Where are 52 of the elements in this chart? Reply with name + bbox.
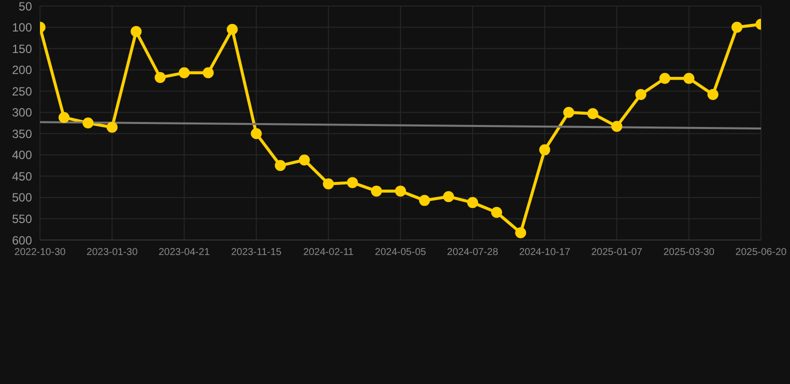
y-tick-label: 50	[18, 0, 32, 14]
point	[202, 67, 214, 78]
y-tick-label: 350	[12, 126, 32, 141]
point	[611, 120, 622, 132]
point	[154, 72, 166, 83]
y-tick-label: 400	[12, 148, 32, 162]
point	[395, 186, 406, 197]
point	[82, 118, 94, 128]
y-tick-label: 500	[12, 190, 32, 205]
y-tick-label: 600	[12, 233, 32, 248]
point	[419, 194, 430, 206]
x-tick-label: 2024-10-17	[519, 247, 571, 258]
point	[322, 178, 334, 190]
x-tick-label: 2023-01-30	[86, 247, 138, 258]
x-tick-label: 2024-05-05	[374, 247, 427, 258]
y-tick-label: 100	[12, 20, 32, 35]
x-tick-label: 2025-01-07	[591, 247, 643, 258]
y-tick-label: 200	[12, 63, 32, 78]
point	[491, 206, 502, 218]
point	[178, 67, 190, 78]
point	[346, 177, 358, 188]
y-tick-label: 250	[12, 84, 32, 98]
point	[515, 227, 526, 238]
x-tick-label: 2022-10-30	[14, 247, 66, 258]
point	[443, 191, 454, 202]
y-tick-label: 550	[12, 212, 32, 226]
point	[226, 24, 238, 35]
y-tick-label: 300	[12, 106, 32, 120]
y-tick-label: 150	[12, 42, 32, 56]
x-tick-label: 2023-11-15	[231, 247, 282, 258]
point	[563, 106, 574, 118]
point	[707, 88, 718, 100]
x-tick-label: 2025-06-20	[735, 247, 788, 258]
y-tick-label: 450	[12, 169, 32, 184]
point	[250, 128, 262, 140]
point	[130, 26, 142, 38]
point	[298, 154, 310, 166]
point	[106, 122, 118, 133]
point	[467, 197, 478, 208]
x-tick-label: 2024-07-28	[447, 247, 499, 258]
point	[274, 160, 286, 172]
point	[370, 186, 382, 197]
point	[635, 88, 646, 100]
point	[683, 72, 694, 84]
x-tick-label: 2024-02-11	[303, 247, 354, 258]
x-tick-label: 2023-04-21	[158, 247, 210, 258]
point	[539, 144, 550, 156]
point	[587, 108, 598, 120]
point	[731, 22, 742, 33]
point	[659, 72, 670, 84]
point	[58, 112, 70, 123]
x-tick-label: 2025-03-30	[663, 247, 715, 258]
